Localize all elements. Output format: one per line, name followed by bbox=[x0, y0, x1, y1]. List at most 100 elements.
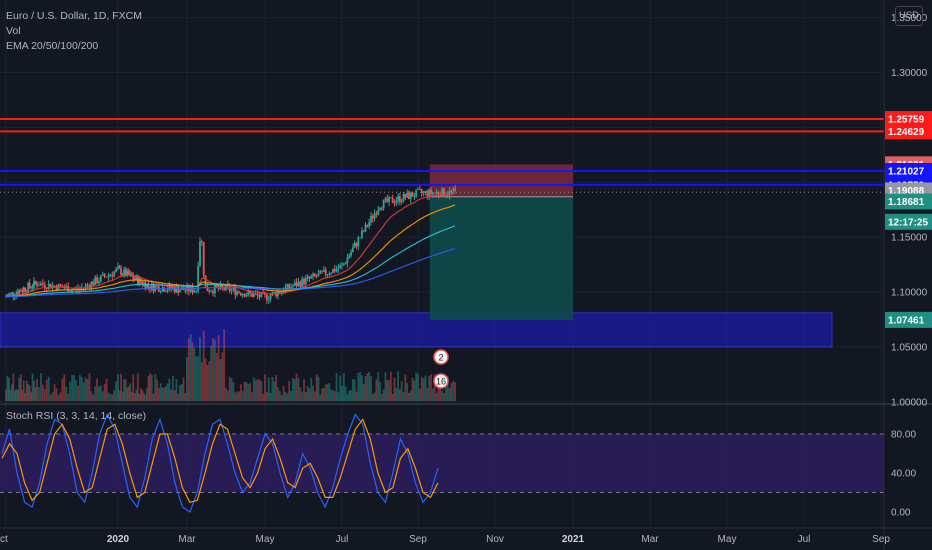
candle-body bbox=[238, 291, 240, 293]
candle-body bbox=[121, 274, 124, 276]
volume-bar bbox=[236, 391, 239, 401]
volume-bar bbox=[310, 377, 313, 401]
price-axis-tick: 1.30000 bbox=[891, 68, 928, 79]
time-axis-tick: Sep bbox=[409, 534, 427, 545]
candle-body bbox=[99, 275, 102, 282]
volume-bar bbox=[156, 379, 158, 401]
candle-body bbox=[388, 197, 390, 202]
time-axis-tick: Mar bbox=[178, 534, 196, 545]
volume-bar bbox=[84, 377, 87, 401]
candle-body bbox=[103, 274, 106, 277]
volume-bar bbox=[420, 377, 423, 401]
candle-body bbox=[379, 207, 381, 210]
volume-bar bbox=[238, 391, 240, 401]
volume-bar bbox=[304, 392, 307, 401]
volume-bar bbox=[228, 377, 231, 401]
volume-bar bbox=[258, 379, 261, 401]
time-axis-tick: Jul bbox=[798, 534, 811, 545]
volume-bar bbox=[150, 374, 153, 401]
candle-body bbox=[107, 275, 110, 278]
volume-bar bbox=[400, 381, 403, 401]
volume-bar bbox=[247, 383, 250, 401]
volume-bar bbox=[88, 373, 91, 401]
event-marker-icon[interactable] bbox=[433, 349, 449, 365]
candle-body bbox=[375, 213, 378, 215]
candle-body bbox=[315, 275, 318, 277]
volume-bar bbox=[103, 383, 106, 401]
candle-body bbox=[221, 284, 224, 288]
candle-body bbox=[98, 281, 100, 284]
candle-body bbox=[418, 188, 421, 190]
stoch-rsi-label[interactable]: Stoch RSI (3, 3, 14, 14, close) bbox=[6, 410, 147, 422]
candle-body bbox=[63, 287, 66, 289]
candle-body bbox=[88, 285, 91, 289]
candle-body bbox=[415, 189, 418, 197]
candle-body bbox=[267, 299, 270, 301]
volume-bar bbox=[132, 374, 135, 401]
demand-zone[interactable] bbox=[0, 312, 833, 348]
countdown-label: 12:17:25 bbox=[888, 217, 928, 228]
event-marker-icon[interactable] bbox=[433, 373, 449, 389]
candle-body bbox=[18, 290, 21, 295]
volume-bar bbox=[290, 390, 292, 401]
candle-body bbox=[353, 243, 356, 248]
candle-body bbox=[435, 191, 438, 193]
volume-bar bbox=[230, 378, 233, 401]
volume-bar bbox=[152, 393, 155, 401]
currency-button[interactable]: USD bbox=[895, 6, 923, 26]
volume-bar bbox=[303, 379, 305, 401]
volume-bar bbox=[71, 375, 74, 401]
volume-bar bbox=[355, 391, 358, 401]
volume-bar bbox=[120, 373, 122, 401]
level-label-bg bbox=[885, 111, 932, 128]
volume-bar bbox=[94, 386, 97, 401]
volume-bar bbox=[139, 388, 142, 401]
volume-bar bbox=[15, 388, 18, 401]
candle-body bbox=[47, 283, 50, 289]
volume-bar bbox=[431, 388, 434, 401]
volume-bar bbox=[80, 376, 83, 401]
volume-bar bbox=[99, 385, 102, 401]
stoch-axis-tick: 40.00 bbox=[891, 469, 916, 480]
candle-body bbox=[317, 273, 320, 277]
volume-bar bbox=[138, 393, 141, 401]
volume-bar bbox=[245, 381, 248, 401]
volume-bar bbox=[350, 389, 352, 401]
volume-bar bbox=[43, 389, 46, 401]
volume-bar bbox=[256, 379, 259, 401]
candle-body bbox=[36, 283, 38, 286]
volume-bar bbox=[375, 379, 378, 401]
volume-bar bbox=[154, 374, 157, 401]
candle-body bbox=[441, 188, 444, 197]
volume-bar bbox=[448, 388, 451, 401]
time-axis-tick: May bbox=[718, 534, 737, 545]
volume-bar bbox=[45, 379, 48, 401]
candle-body bbox=[111, 274, 114, 277]
volume-bar bbox=[115, 381, 117, 401]
candle-body bbox=[101, 274, 104, 276]
volume-bar bbox=[368, 371, 371, 401]
volume-bar bbox=[225, 388, 227, 401]
candle-body bbox=[166, 289, 169, 292]
volume-bar bbox=[98, 386, 100, 401]
candle-body bbox=[444, 195, 447, 197]
candle-body bbox=[164, 291, 167, 293]
volume-bar bbox=[193, 348, 196, 401]
volume-bar bbox=[337, 392, 340, 401]
candle-body bbox=[399, 196, 401, 203]
volume-bar bbox=[433, 374, 436, 401]
volume-bar bbox=[34, 387, 37, 401]
ema-indicator-label[interactable]: EMA 20/50/100/200 bbox=[6, 40, 99, 52]
candle-body bbox=[135, 276, 138, 280]
candle-body bbox=[8, 294, 10, 297]
volume-bar bbox=[286, 393, 289, 401]
symbol-title[interactable]: Euro / U.S. Dollar, 1D, FXCM bbox=[6, 10, 142, 22]
candle-body bbox=[382, 199, 385, 208]
candle-body bbox=[144, 282, 147, 289]
volume-indicator-label[interactable]: Vol bbox=[6, 25, 21, 37]
volume-bar bbox=[101, 391, 104, 401]
position-target-zone[interactable] bbox=[429, 196, 573, 320]
candle-body bbox=[228, 286, 231, 291]
volume-bar bbox=[47, 376, 50, 401]
